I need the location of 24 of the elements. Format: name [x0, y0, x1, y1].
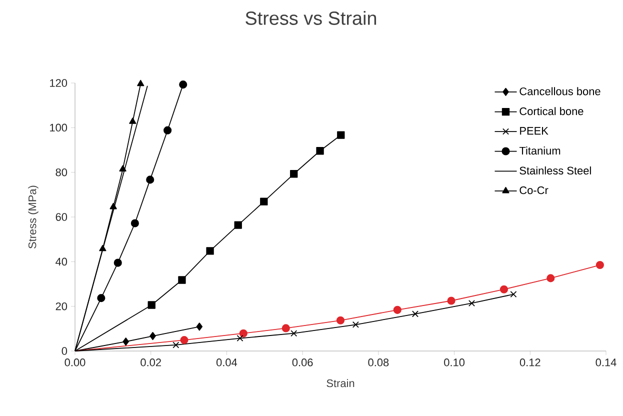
x-tick-label: 0.00 — [64, 358, 86, 366]
legend-label: Titanium — [519, 146, 560, 155]
chart-title: Stress vs Strain — [246, 11, 376, 25]
y-tick-label: 20 — [56, 302, 68, 310]
legend-label: PEEK — [520, 127, 548, 135]
y-tick-label: 40 — [56, 258, 68, 266]
x-tick-label: 0.12 — [520, 358, 540, 366]
y-tick-label: 60 — [56, 213, 68, 221]
legend-label: Co-Cr — [520, 186, 548, 194]
x-tick-label: 0.08 — [368, 358, 389, 366]
x-tick-label: 0.02 — [140, 358, 161, 366]
legend-label: Cortical bone — [520, 107, 584, 116]
y-tick-label: 120 — [50, 79, 68, 87]
legend-label: Cancellous bone — [520, 87, 600, 96]
legend-label: Stainless Steel — [520, 166, 591, 175]
x-tick-label: 0.04 — [216, 358, 238, 366]
x-axis-title: Strain — [326, 379, 354, 388]
x-tick-label: 0.06 — [292, 358, 313, 366]
y-tick-label: 100 — [50, 124, 68, 132]
x-tick-label: 0.10 — [444, 358, 465, 366]
y-tick-label: 0 — [62, 347, 68, 355]
y-axis-title: Stress (MPa) — [28, 186, 38, 248]
x-tick-label: 0.14 — [596, 358, 616, 366]
y-tick-label: 80 — [56, 168, 68, 176]
